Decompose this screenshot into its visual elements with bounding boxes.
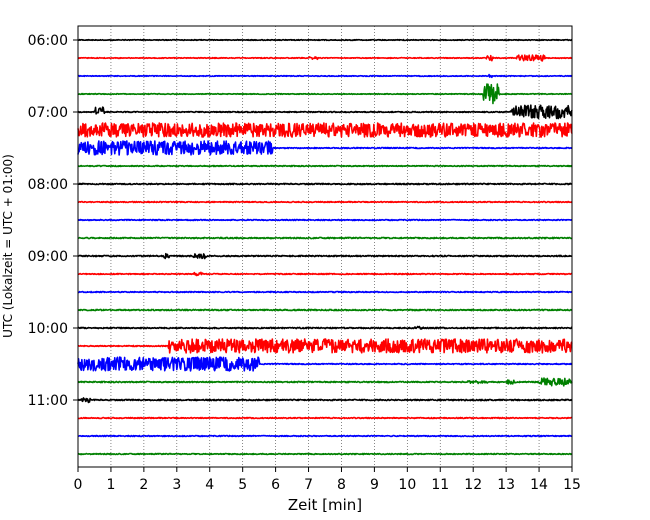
y-tick-label-0700: 07:00	[28, 105, 68, 121]
x-tick-label-15: 15	[563, 477, 581, 493]
plot-frame	[77, 25, 573, 468]
trace-0745	[77, 164, 573, 168]
x-tick-label-13: 13	[497, 477, 515, 493]
x-tick-label-14: 14	[530, 477, 548, 493]
trace-0830	[77, 218, 573, 222]
x-axis: 0 1 2 3 4 5 6 7 8 9 10 11 12 13 14 15	[74, 467, 581, 493]
seismic-traces	[77, 38, 573, 456]
y-tick-label-1000: 10:00	[28, 321, 68, 337]
x-tick-label-11: 11	[431, 477, 449, 493]
trace-0645	[77, 83, 573, 105]
x-tick-label-4: 4	[205, 477, 214, 493]
trace-0930	[77, 290, 573, 294]
x-tick-label-12: 12	[464, 477, 482, 493]
x-tick-label-10: 10	[398, 477, 416, 493]
x-axis-title: Zeit [min]	[288, 496, 362, 514]
trace-1130	[77, 434, 573, 438]
y-axis: 06:00 07:00 08:00 09:00 10:00 11:00	[28, 33, 78, 409]
y-tick-label-0800: 08:00	[28, 177, 68, 193]
x-tick-label-3: 3	[172, 477, 181, 493]
trace-1145	[77, 452, 573, 456]
x-tick-label-9: 9	[370, 477, 379, 493]
x-tick-label-7: 7	[304, 477, 313, 493]
trace-1100	[77, 397, 573, 404]
x-tick-label-2: 2	[139, 477, 148, 493]
trace-0715	[77, 122, 573, 138]
trace-0800	[77, 182, 573, 186]
trace-0900	[77, 252, 573, 260]
trace-1000	[77, 325, 573, 330]
trace-1045	[77, 377, 573, 387]
y-axis-title: UTC (Lokalzeit = UTC + 01:00)	[1, 154, 15, 338]
trace-1015	[77, 338, 573, 354]
trace-0945	[77, 308, 573, 312]
x-tick-label-1: 1	[106, 477, 115, 493]
trace-0615	[77, 54, 573, 62]
trace-0600	[77, 38, 573, 42]
x-tick-label-0: 0	[74, 477, 83, 493]
trace-0815	[77, 200, 573, 204]
trace-0845	[77, 236, 573, 240]
trace-0700	[77, 104, 573, 120]
x-tick-label-6: 6	[271, 477, 280, 493]
trace-0630	[77, 73, 573, 79]
x-tick-label-5: 5	[238, 477, 247, 493]
trace-1030	[77, 356, 573, 372]
trace-0915	[77, 271, 573, 277]
trace-0730	[77, 140, 573, 156]
trace-1115	[77, 416, 573, 420]
y-tick-label-0900: 09:00	[28, 249, 68, 265]
x-tick-label-8: 8	[337, 477, 346, 493]
y-tick-label-0600: 06:00	[28, 33, 68, 49]
y-tick-label-1100: 11:00	[28, 393, 68, 409]
